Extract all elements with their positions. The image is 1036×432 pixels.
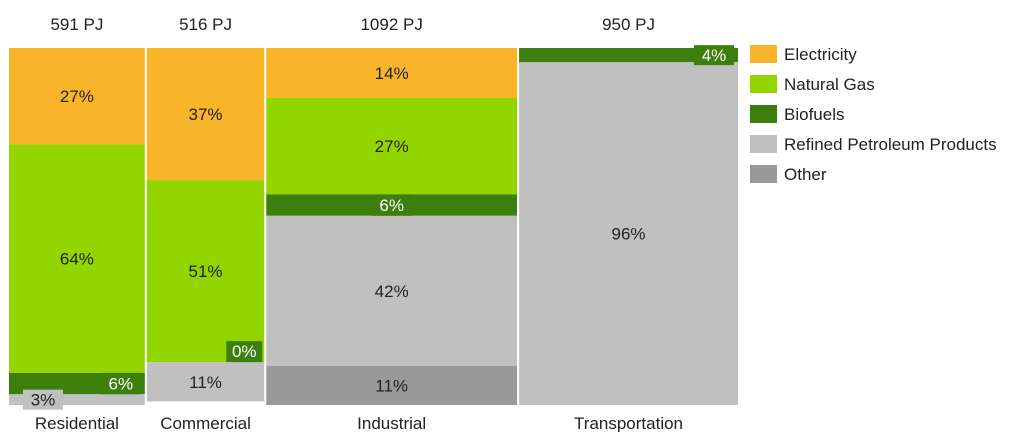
- segment-commercial-refined-petroleum-products: [146, 362, 265, 402]
- data-label-industrial-natural-gas: 27%: [375, 137, 409, 156]
- total-label-industrial: 1092 PJ: [360, 15, 422, 34]
- segment-commercial-electricity: [146, 48, 265, 181]
- legend-label-natural-gas: Natural Gas: [784, 75, 875, 94]
- legend-label-electricity: Electricity: [784, 45, 857, 64]
- legend-label-refined-petroleum-products: Refined Petroleum Products: [784, 135, 997, 154]
- data-label-residential-natural-gas: 64%: [60, 250, 94, 269]
- segment-industrial-refined-petroleum-products: [266, 215, 518, 366]
- legend: Electricity Natural Gas Biofuels Refined Pe…: [750, 45, 997, 184]
- data-label-box-industrial-biofuels: [371, 194, 412, 216]
- segment-transportation-refined-petroleum-products: [519, 62, 738, 405]
- legend-swatch-natural-gas: [750, 75, 777, 93]
- legend-label-biofuels: Biofuels: [784, 105, 844, 124]
- data-label-commercial-natural-gas: 51%: [189, 262, 223, 281]
- legend-swatch-electricity: [750, 45, 777, 63]
- segment-transportation-biofuels: [519, 48, 738, 63]
- segment-residential-refined-petroleum-products: [9, 394, 145, 405]
- data-label-box-transportation-biofuels: [694, 45, 734, 66]
- category-label-residential: Residential: [35, 414, 119, 432]
- plot-area: 591 PJ Residential 27% 64% 6% 3% 516 PJ Commerc…: [9, 15, 738, 432]
- data-label-commercial-refined-petroleum-products: 11%: [189, 373, 222, 392]
- total-label-transportation: 950 PJ: [602, 15, 655, 34]
- data-label-commercial-electricity: 37%: [189, 105, 223, 124]
- category-label-commercial: Commercial: [160, 414, 251, 432]
- segment-commercial-natural-gas: [146, 180, 265, 363]
- segment-industrial-natural-gas: [266, 97, 518, 195]
- data-label-residential-biofuels: 6%: [109, 375, 134, 394]
- legend-swatch-other: [750, 165, 777, 183]
- data-label-industrial-biofuels: 6%: [379, 196, 404, 215]
- legend-swatch-refined-petroleum-products: [750, 135, 777, 153]
- total-label-commercial: 516 PJ: [179, 15, 232, 34]
- total-label-residential: 591 PJ: [50, 15, 103, 34]
- segment-industrial-electricity: [266, 48, 518, 98]
- data-label-box-commercial-biofuels: [226, 341, 263, 363]
- data-label-box-residential-biofuels: [100, 372, 141, 395]
- legend-label-other: Other: [784, 165, 827, 184]
- data-label-transportation-biofuels: 4%: [702, 46, 727, 65]
- data-label-industrial-other: 11%: [375, 376, 408, 395]
- data-label-industrial-refined-petroleum-products: 42%: [375, 282, 409, 301]
- segment-industrial-other: [266, 365, 518, 405]
- data-label-transportation-refined-petroleum-products: 96%: [612, 225, 646, 244]
- segment-residential-electricity: [9, 48, 145, 145]
- legend-swatch-biofuels: [750, 105, 777, 123]
- data-label-industrial-electricity: 14%: [375, 64, 409, 83]
- category-label-industrial: Industrial: [357, 414, 426, 432]
- data-label-commercial-biofuels: 0%: [232, 342, 257, 361]
- segment-residential-natural-gas: [9, 144, 145, 373]
- data-label-residential-electricity: 27%: [60, 87, 94, 106]
- category-label-transportation: Transportation: [574, 414, 683, 432]
- data-label-box-residential-refined-petroleum-products: [23, 389, 63, 410]
- data-label-residential-refined-petroleum-products: 3%: [31, 391, 56, 410]
